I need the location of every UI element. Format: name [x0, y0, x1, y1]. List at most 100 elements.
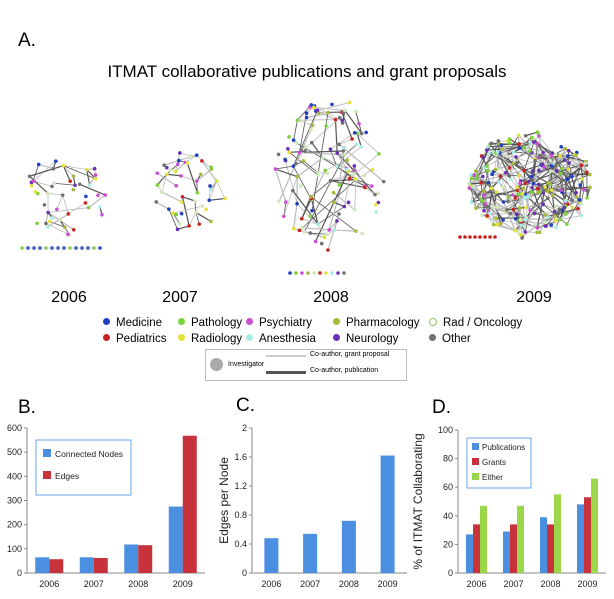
network-node — [364, 130, 368, 135]
network-node — [300, 226, 304, 230]
network-edge — [56, 195, 64, 210]
network-node — [377, 152, 381, 156]
panel-label-c: C. — [236, 395, 255, 416]
network-node — [334, 164, 339, 169]
y-tick-label: 0 — [17, 568, 22, 578]
network-node — [295, 174, 300, 179]
network-node — [180, 194, 185, 199]
network-edge — [495, 152, 529, 183]
network-node — [352, 207, 357, 212]
network-node — [282, 214, 286, 219]
grant-edge-icon — [266, 355, 306, 357]
x-tick-label: 2007 — [300, 579, 320, 589]
network-node — [342, 146, 347, 150]
bar-2008-either — [554, 494, 561, 573]
network-edge — [520, 165, 556, 182]
network-edge — [155, 201, 170, 210]
network-node — [332, 200, 336, 205]
network-edge — [471, 182, 490, 203]
year-label-2009: 2009 — [516, 289, 552, 306]
network-edge — [536, 214, 546, 229]
network-node — [360, 231, 365, 236]
network-edge — [506, 206, 526, 211]
network-edge — [62, 195, 69, 215]
network-node — [508, 177, 513, 182]
legend-medicine: Medicine — [103, 317, 162, 329]
network-node — [72, 227, 76, 232]
network-edge — [560, 146, 569, 170]
network-node — [175, 162, 180, 167]
network-edge — [275, 165, 294, 170]
network-node — [180, 200, 184, 204]
network-node — [565, 177, 570, 182]
network-node — [535, 141, 540, 146]
network-node — [175, 227, 180, 232]
network-node — [326, 110, 330, 115]
network-edge — [500, 144, 507, 156]
network-node — [500, 147, 504, 151]
chart-d: 0 20 40 60 80 100 2006 2007 2008 2009 % of ITMAT C… — [411, 425, 606, 589]
network-node — [160, 190, 164, 195]
network-node — [576, 206, 580, 211]
network-node — [174, 183, 179, 188]
network-node — [346, 200, 351, 205]
network-node — [177, 158, 181, 163]
network-node — [579, 201, 583, 206]
network-edge — [330, 180, 366, 189]
network-node — [538, 153, 542, 158]
legend-label: Rad / Oncology — [443, 317, 523, 329]
network-edge — [196, 154, 212, 170]
network-node — [179, 211, 184, 216]
network-node — [84, 194, 88, 199]
network-node — [100, 212, 104, 217]
network-node — [585, 196, 589, 200]
network-node — [549, 188, 554, 192]
network-node — [291, 188, 295, 193]
network-node — [337, 212, 341, 216]
bar-2007-connected-nodes — [79, 557, 94, 573]
network-node — [554, 204, 559, 208]
network-node — [322, 235, 327, 240]
network-edge — [344, 109, 363, 134]
network-node — [495, 205, 499, 209]
network-node — [531, 181, 536, 186]
network-node — [579, 213, 583, 218]
network-node — [474, 206, 478, 210]
network-edge — [293, 203, 298, 229]
network-node — [574, 190, 578, 195]
network-node — [345, 158, 349, 162]
network-edge — [297, 119, 313, 126]
network-edge — [63, 165, 74, 177]
network-edge — [336, 152, 356, 172]
network-edge — [328, 220, 338, 231]
network-edge — [541, 155, 565, 161]
network-node — [324, 271, 328, 275]
network-node — [287, 150, 292, 155]
network-edge — [484, 170, 489, 192]
y-tick-label: 600 — [7, 423, 22, 433]
network-node — [511, 161, 515, 166]
network-node — [187, 224, 191, 228]
pediatrics-dot-icon — [103, 334, 110, 342]
network-node — [303, 149, 308, 154]
network-edge — [293, 120, 298, 141]
network-node — [577, 197, 582, 202]
network-edge — [330, 149, 338, 167]
network-node — [304, 111, 309, 116]
network-edge — [578, 178, 583, 202]
network-edge — [570, 176, 577, 193]
network-node — [352, 130, 357, 135]
network-node — [537, 230, 542, 235]
pathology-dot-icon — [178, 318, 185, 326]
pharmacology-dot-icon — [333, 318, 340, 326]
network-edge — [311, 112, 329, 211]
network-title: ITMAT collaborative publications and gra… — [107, 62, 507, 81]
network-edge — [296, 157, 324, 178]
network-edge — [506, 209, 516, 231]
bar-2009-publications — [577, 504, 584, 573]
network-node — [582, 187, 586, 192]
network-edge — [333, 201, 345, 208]
network-node — [478, 235, 482, 239]
network-node — [66, 212, 71, 216]
network-2006 — [20, 159, 108, 250]
